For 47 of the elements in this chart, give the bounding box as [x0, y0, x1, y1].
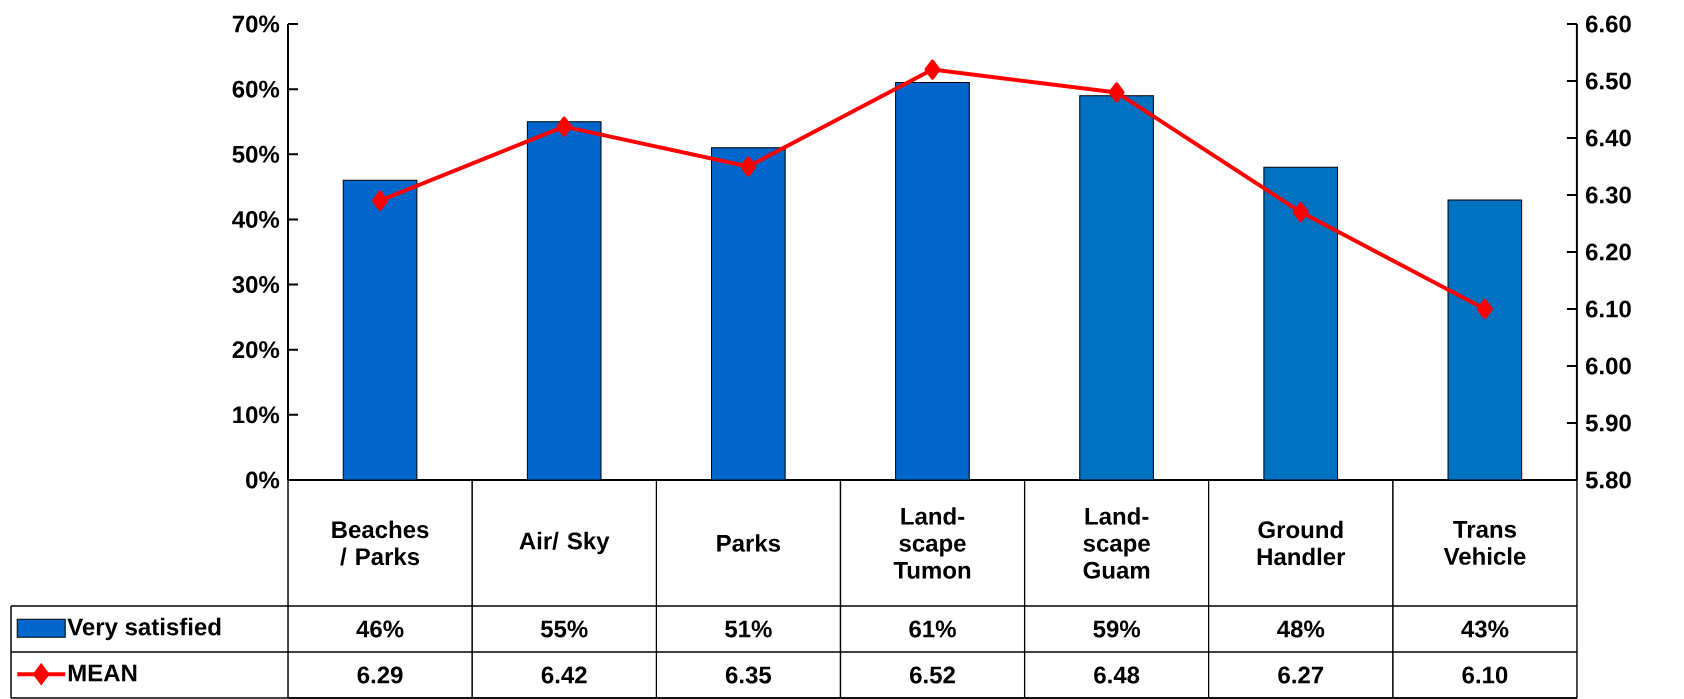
y-tick-label: 70% — [232, 15, 280, 33]
x-tick-label: Air/ Sky — [519, 531, 610, 555]
data-label: 46% — [356, 620, 404, 638]
y-tick-label: 30% — [232, 276, 280, 294]
y-tick-label: 0% — [246, 471, 280, 489]
data-label: 6.52 — [910, 666, 955, 684]
data-label: 59% — [1093, 620, 1141, 638]
y-tick-label: 10% — [233, 406, 280, 424]
y2-tick-label: 6.30 — [1585, 186, 1631, 204]
x-tick-label: Ground Handler — [1257, 520, 1346, 566]
data-label: 51% — [725, 620, 772, 638]
legend-label: Very satisfied — [67, 617, 221, 641]
data-label: 6.29 — [357, 666, 403, 684]
y2-tick-label: 5.90 — [1585, 414, 1631, 432]
point — [924, 59, 941, 80]
x-tick-label: Land-scape Tumon — [893, 507, 971, 579]
x-tick-label: Land-scape Guam — [1083, 507, 1150, 579]
data-label: 6.35 — [725, 666, 772, 684]
y2-tick-label: 6.60 — [1585, 15, 1631, 33]
y-tick-label: 50% — [232, 145, 280, 163]
x-tick-label: Parks — [717, 534, 781, 552]
data-label: 55% — [540, 620, 588, 638]
data-label: 6.42 — [541, 666, 587, 684]
y2-tick-label: 6.10 — [1585, 300, 1631, 318]
point — [1292, 202, 1309, 223]
y-tick-label: 40% — [232, 210, 280, 228]
y-tick-label: 60% — [232, 80, 280, 98]
data-label: 61% — [909, 620, 956, 638]
data-label: 43% — [1461, 620, 1509, 638]
y-tick-label: 20% — [232, 341, 280, 359]
point — [740, 156, 757, 177]
data-label: 48% — [1277, 620, 1325, 638]
y2-tick-label: 6.00 — [1585, 357, 1631, 375]
point — [556, 116, 573, 137]
data-label: 6.27 — [1278, 666, 1324, 684]
y2-tick-label: 5.80 — [1585, 471, 1631, 489]
x-tick-label: Trans Vehicle — [1443, 521, 1526, 565]
point — [1476, 299, 1493, 319]
y2-tick-label: 6.40 — [1585, 129, 1631, 147]
y2-tick-label: 6.20 — [1585, 243, 1631, 261]
x-tick-label: Beaches / Parks — [332, 520, 429, 566]
point — [372, 190, 389, 211]
data-label: 6.10 — [1462, 666, 1508, 684]
legend-label: MEAN — [68, 664, 137, 682]
point — [1108, 82, 1125, 103]
y2-tick-label: 6.50 — [1585, 72, 1631, 90]
data-label: 6.48 — [1094, 666, 1140, 684]
